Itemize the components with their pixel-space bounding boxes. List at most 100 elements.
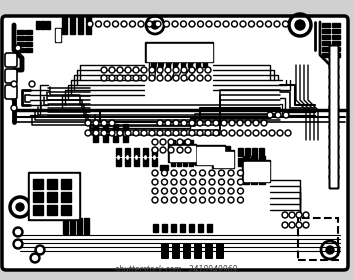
Circle shape: [215, 122, 217, 125]
Bar: [225, 153, 230, 157]
Bar: [61, 179, 71, 189]
Bar: [173, 62, 177, 67]
Bar: [84, 226, 89, 234]
Circle shape: [326, 246, 334, 254]
Circle shape: [93, 130, 99, 136]
Circle shape: [189, 21, 195, 27]
FancyBboxPatch shape: [329, 64, 340, 80]
Circle shape: [220, 181, 223, 183]
Circle shape: [219, 170, 225, 176]
Bar: [203, 62, 207, 67]
Circle shape: [233, 22, 236, 25]
Circle shape: [222, 122, 226, 125]
Circle shape: [213, 130, 219, 136]
Circle shape: [190, 197, 196, 203]
Circle shape: [277, 130, 283, 136]
FancyBboxPatch shape: [161, 243, 169, 259]
Circle shape: [16, 241, 20, 246]
Circle shape: [106, 22, 108, 25]
Circle shape: [255, 122, 257, 125]
Circle shape: [197, 67, 203, 73]
Bar: [36, 21, 40, 29]
Circle shape: [239, 199, 242, 202]
Circle shape: [257, 21, 263, 27]
Circle shape: [261, 120, 267, 126]
Circle shape: [117, 130, 123, 136]
Circle shape: [104, 21, 110, 27]
Bar: [189, 140, 193, 144]
Circle shape: [209, 197, 215, 203]
FancyBboxPatch shape: [329, 125, 340, 139]
Circle shape: [163, 21, 169, 27]
Bar: [332, 23, 340, 27]
Bar: [28, 172, 80, 220]
FancyBboxPatch shape: [5, 53, 17, 67]
Circle shape: [131, 22, 134, 25]
FancyBboxPatch shape: [330, 46, 337, 57]
Bar: [245, 158, 250, 166]
Circle shape: [182, 199, 185, 202]
Circle shape: [282, 212, 288, 218]
Circle shape: [183, 76, 185, 80]
Circle shape: [298, 223, 300, 227]
Circle shape: [86, 132, 90, 134]
Circle shape: [269, 113, 271, 116]
Circle shape: [231, 122, 233, 125]
Circle shape: [134, 69, 138, 71]
Bar: [86, 16, 91, 34]
Circle shape: [125, 130, 131, 136]
Circle shape: [174, 69, 178, 71]
Bar: [113, 134, 118, 142]
Circle shape: [169, 148, 173, 151]
Bar: [152, 224, 157, 232]
Bar: [189, 224, 193, 232]
Circle shape: [182, 190, 185, 193]
Circle shape: [181, 120, 187, 126]
Circle shape: [305, 223, 307, 227]
Circle shape: [37, 248, 42, 253]
Circle shape: [209, 188, 215, 194]
Bar: [125, 158, 130, 166]
Circle shape: [163, 199, 166, 202]
Circle shape: [228, 170, 234, 176]
Bar: [177, 162, 181, 166]
Bar: [84, 218, 89, 226]
Bar: [151, 148, 156, 156]
Circle shape: [231, 132, 233, 134]
Circle shape: [239, 122, 241, 125]
Bar: [92, 134, 97, 142]
Circle shape: [209, 179, 215, 185]
Circle shape: [213, 120, 219, 126]
Bar: [56, 29, 60, 41]
Circle shape: [171, 179, 177, 185]
Bar: [251, 180, 257, 184]
Circle shape: [197, 130, 203, 136]
Bar: [190, 146, 195, 150]
Bar: [146, 43, 211, 60]
Circle shape: [190, 188, 196, 194]
Bar: [251, 156, 257, 160]
Circle shape: [245, 130, 251, 136]
Bar: [322, 29, 330, 33]
Circle shape: [253, 130, 259, 136]
FancyBboxPatch shape: [329, 174, 340, 190]
Circle shape: [198, 69, 202, 71]
Circle shape: [222, 132, 226, 134]
FancyBboxPatch shape: [329, 115, 340, 130]
Circle shape: [110, 132, 114, 134]
Circle shape: [274, 21, 280, 27]
Circle shape: [154, 199, 156, 202]
Circle shape: [167, 132, 169, 134]
Circle shape: [250, 22, 253, 25]
Bar: [47, 192, 57, 202]
Circle shape: [229, 120, 235, 126]
Circle shape: [284, 22, 287, 25]
Bar: [166, 62, 170, 67]
Circle shape: [126, 132, 130, 134]
Circle shape: [229, 190, 233, 193]
Circle shape: [197, 21, 203, 27]
FancyBboxPatch shape: [330, 106, 337, 118]
Bar: [24, 42, 31, 46]
Circle shape: [276, 113, 280, 116]
Circle shape: [173, 120, 179, 126]
